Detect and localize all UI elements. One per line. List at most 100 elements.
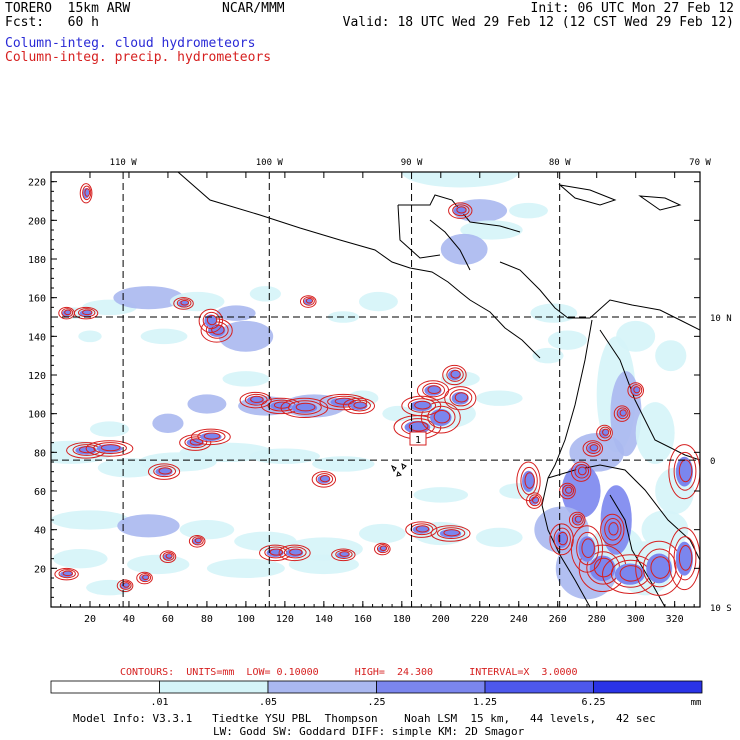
precip-contour-ring	[239, 391, 272, 409]
precip-contour-ring	[180, 299, 190, 306]
scale-units: mm	[691, 698, 702, 708]
precip-contour-ring	[574, 515, 583, 523]
precip-contour-ring	[414, 400, 431, 410]
precip-contour-ring	[278, 544, 311, 562]
scale-swatch	[267, 680, 377, 694]
cloud-cell	[475, 390, 523, 406]
model-info: Model Info: V3.3.1 Tiedtke YSU PBL Thomp…	[73, 712, 656, 738]
forecast-hour: Fcst: 60 h	[5, 15, 99, 30]
precip-contour-ring	[84, 188, 91, 197]
precip-contour-ring	[58, 306, 75, 320]
galapagos-islands	[391, 463, 407, 477]
precip-contour-ring	[420, 401, 461, 434]
model-title: TORERO 15km ARW	[5, 1, 131, 16]
precip-cell	[549, 523, 574, 556]
precip-core	[410, 400, 433, 412]
precip-contour-ring	[379, 545, 388, 552]
precip-contour-ring	[188, 534, 206, 548]
precip-contour-ring	[269, 548, 284, 556]
precip-contour-ring	[436, 527, 466, 540]
precip-cell	[416, 380, 450, 401]
precip-contour-ring	[299, 295, 317, 308]
precip-cell	[668, 444, 700, 500]
precip-contour-ring	[444, 386, 477, 411]
low-marker-label: 1	[415, 435, 421, 446]
mexico-coast	[177, 172, 541, 359]
precip-contour-ring	[449, 389, 473, 407]
precip-contour-ring	[179, 434, 212, 451]
precip-contour-ring	[576, 531, 599, 566]
scale-label: 1.25	[473, 697, 497, 708]
x-tick-label: 320	[666, 614, 684, 625]
precip-contour-ring	[305, 297, 314, 304]
model-info-line1: Model Info: V3.3.1 Tiedtke YSU PBL Thomp…	[73, 712, 656, 725]
precip-contour-ring	[599, 426, 612, 439]
latitude-label: 10 S	[710, 604, 732, 614]
precip-contour-ring	[319, 393, 368, 411]
cloud-cell	[249, 448, 320, 464]
yucatan-coast	[398, 194, 521, 233]
cloud-cell	[401, 172, 519, 188]
precip-contour-ring	[302, 296, 315, 306]
precip-contour-ring	[162, 551, 175, 561]
precip-contour-ring	[422, 382, 446, 398]
cloud-cell	[187, 394, 227, 414]
cloud-cell	[206, 558, 285, 578]
scale-label: .01	[150, 697, 168, 708]
precip-contour-ring	[577, 466, 587, 476]
precip-contour-ring	[454, 392, 469, 403]
precip-cell	[420, 401, 461, 434]
cloud-cell	[51, 510, 129, 530]
precip-contour-ring	[586, 442, 601, 454]
precip-cell	[570, 525, 604, 573]
precip-contour-ring	[198, 308, 224, 333]
precip-contour-ring	[353, 401, 367, 409]
precip-contour-ring	[319, 475, 331, 483]
precip-contour-ring	[433, 410, 451, 424]
precip-contour-ring	[613, 405, 631, 422]
cloud-cell	[140, 328, 188, 345]
precip-contour-ring	[642, 548, 677, 588]
contour-info: CONTOURS: UNITS=mm LOW= 0.10000 HIGH= 24…	[120, 667, 578, 678]
precip-contour-ring	[244, 393, 268, 406]
precip-cell	[613, 405, 631, 422]
precip-contour-ring	[602, 428, 610, 436]
precip-cell	[147, 463, 181, 480]
precip-cell	[430, 525, 471, 542]
precip-cell	[442, 364, 467, 386]
x-tick-label: 280	[588, 614, 606, 625]
precip-contour-ring	[54, 567, 79, 581]
x-tick-label: 120	[276, 614, 294, 625]
precip-cell	[173, 297, 194, 310]
precip-contour-ring	[450, 369, 461, 379]
precip-cell	[516, 461, 541, 502]
precip-contour-ring	[197, 430, 226, 443]
precip-cell	[444, 386, 477, 411]
precip-contour-ring	[93, 442, 127, 454]
cuba-coast	[558, 184, 617, 206]
cloud-cell	[127, 554, 190, 575]
precip-cell	[198, 308, 224, 333]
precip-contour-ring	[442, 364, 467, 386]
precip-contour-ring	[582, 440, 604, 457]
precip-cell	[405, 521, 438, 538]
precip-core	[578, 536, 596, 562]
precip-contour-ring	[119, 580, 132, 590]
y-tick-label: 20	[34, 564, 46, 575]
precip-cell	[79, 183, 93, 204]
precip-contour-ring	[250, 395, 264, 403]
precip-cell	[627, 382, 644, 399]
cloud-cell	[78, 330, 102, 343]
org-label: NCAR/MMM	[222, 1, 285, 16]
y-tick-label: 200	[28, 216, 46, 227]
precip-contour-ring	[147, 463, 181, 480]
precip-contour-ring	[85, 440, 134, 457]
precip-contour-ring	[335, 549, 353, 559]
cloud-cell	[117, 514, 180, 538]
precip-contour-ring	[139, 573, 152, 583]
longitude-label: 80 W	[549, 158, 571, 168]
precip-contour-ring	[58, 569, 76, 579]
x-tick-label: 220	[471, 614, 489, 625]
hispaniola-coast	[638, 195, 682, 211]
